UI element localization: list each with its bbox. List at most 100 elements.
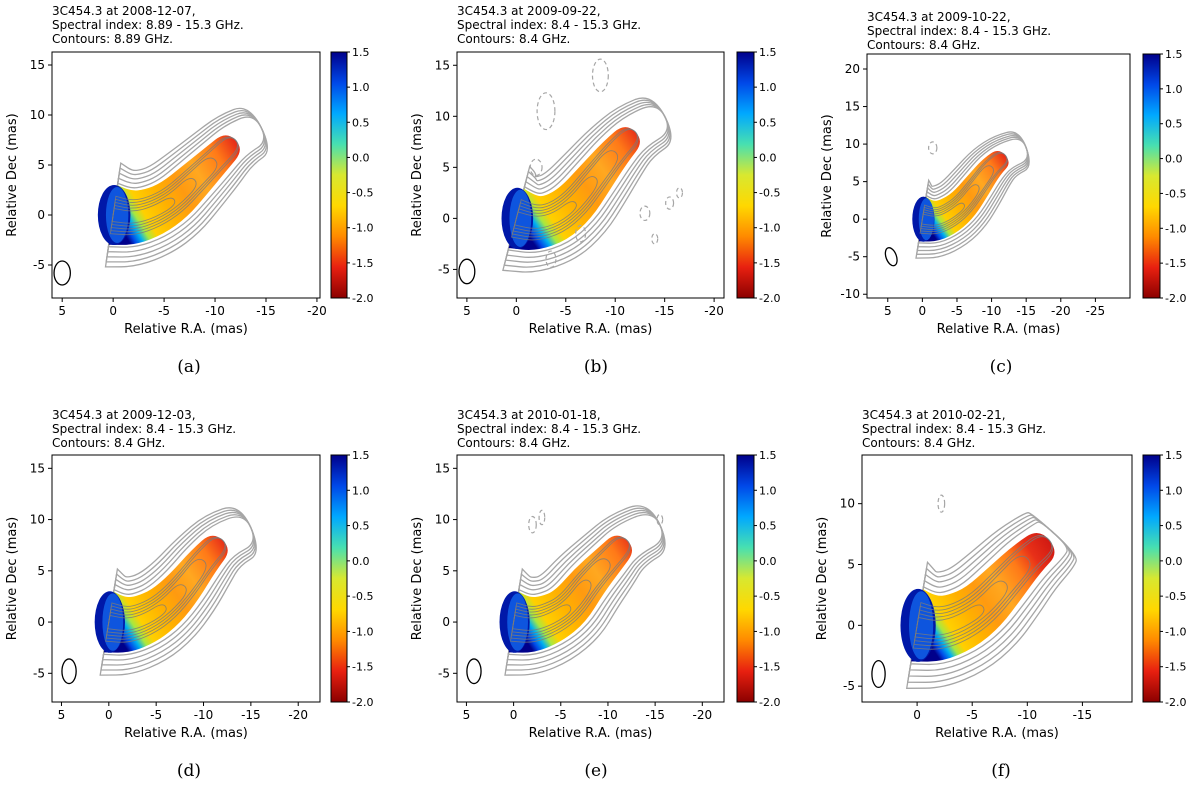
colorbar-tick-label: 0.0 [1165, 153, 1183, 166]
colorbar [1142, 454, 1161, 703]
colorbar [330, 454, 348, 703]
y-axis-label: Relative Dec (mas) [815, 517, 830, 640]
x-axis-label: Relative R.A. (mas) [529, 322, 653, 337]
chart-panel-5: 3C454.3 at 2010-01-18,Spectral index: 8.… [410, 408, 780, 781]
chart-title-line: Spectral index: 8.4 - 15.3 GHz. [867, 24, 1051, 38]
intensity-contour [909, 521, 1068, 666]
core-gradient [509, 189, 532, 247]
panel-label: (e) [584, 761, 607, 781]
colorbar-tick-label: -0.5 [352, 590, 373, 603]
y-tick-label: 5 [37, 158, 45, 172]
x-tick-label: 0 [513, 304, 521, 318]
inner-contour [105, 537, 226, 640]
y-tick-label: 10 [30, 513, 45, 527]
colorbar-tick-label: -2.0 [759, 292, 780, 305]
y-tick-label: 10 [30, 108, 45, 122]
x-tick-label: 5 [58, 708, 66, 722]
chart-title-line: 3C454.3 at 2010-02-21, [862, 408, 1006, 422]
y-tick-label: 15 [30, 58, 45, 72]
inner-contour [509, 536, 631, 643]
intensity-contour [102, 516, 254, 656]
negative-contour [937, 494, 946, 513]
inner-contour [106, 584, 187, 634]
colorbar-tick-label: -1.0 [759, 222, 780, 235]
inner-contour [510, 128, 639, 241]
x-tick-label: -15 [645, 708, 665, 722]
inner-contour [513, 176, 598, 232]
y-tick-label: 10 [845, 137, 860, 151]
inner-contour [920, 184, 980, 228]
chart-title-line: 3C454.3 at 2009-10-22, [867, 10, 1011, 24]
spectral-index-map [918, 151, 1009, 242]
spectral-index-map [911, 533, 1055, 662]
chart-title-line: Spectral index: 8.4 - 15.3 GHz. [52, 422, 236, 436]
colorbar-tick-label: 1.0 [1165, 484, 1183, 497]
colorbar-tick-label: 0.5 [759, 116, 777, 129]
inner-contour [913, 536, 1053, 647]
inner-contour [915, 604, 985, 636]
y-tick-label: -5 [438, 666, 450, 680]
colorbar-tick-label: 1.5 [352, 449, 370, 462]
spectral-index-map [103, 535, 228, 653]
intensity-contour [505, 507, 665, 671]
colorbar-tick-label: 0.0 [352, 151, 370, 164]
chart-title-line: Spectral index: 8.89 - 15.3 GHz. [52, 18, 244, 32]
colorbar-tick-label: -2.0 [759, 696, 780, 709]
x-tick-label: -5 [560, 304, 572, 318]
x-tick-label: -10 [982, 304, 1002, 318]
x-axis-label: Relative R.A. (mas) [935, 726, 1059, 741]
inner-contour [107, 604, 167, 631]
inner-contour [920, 165, 994, 230]
x-tick-label: 5 [463, 304, 471, 318]
colorbar [736, 454, 755, 703]
intensity-contour [507, 514, 663, 656]
colorbar-tick-label: -1.0 [352, 625, 373, 638]
colorbar-tick-label: 1.5 [759, 46, 777, 59]
colorbar-tick-label: -1.5 [1165, 661, 1186, 674]
colorbar-tick-label: -1.5 [759, 257, 780, 270]
negative-contour [639, 205, 651, 222]
colorbar-tick-label: 0.5 [352, 520, 370, 533]
panel-label: (a) [177, 357, 200, 377]
panel-label: (c) [990, 357, 1013, 377]
colorbar-tick-label: 1.5 [352, 46, 370, 59]
negative-contour [651, 233, 659, 245]
chart-panel-4: 3C454.3 at 2009-12-03,Spectral index: 8.… [5, 408, 373, 781]
colorbar [1142, 53, 1161, 299]
x-tick-label: -15 [1073, 708, 1093, 722]
plot-frame [456, 51, 725, 299]
intensity-contour [101, 511, 256, 666]
x-tick-label: -10 [605, 304, 625, 318]
beam-ellipse [884, 247, 898, 267]
y-tick-label: 5 [442, 564, 450, 578]
colorbar-tick-label: 0.0 [1165, 555, 1183, 568]
colorbar-tick-label: -1.5 [1165, 257, 1186, 270]
intensity-contour [106, 114, 266, 253]
y-tick-label: -5 [33, 666, 45, 680]
x-tick-label: -15 [256, 304, 276, 318]
chart-title-line: 3C454.3 at 2009-12-03, [52, 408, 196, 422]
negative-contour [529, 158, 543, 177]
chart-title-line: Contours: 8.4 GHz. [862, 436, 975, 450]
negative-contour [545, 250, 557, 268]
negative-contour [656, 513, 664, 526]
colorbar-tick-label: 0.5 [352, 116, 370, 129]
colorbar [736, 51, 755, 299]
x-tick-label: -20 [307, 304, 327, 318]
colorbar-tick-label: 1.0 [759, 484, 777, 497]
y-tick-label: 5 [847, 558, 855, 572]
x-tick-label: -20 [692, 708, 712, 722]
x-tick-label: -15 [655, 304, 675, 318]
x-tick-label: -5 [966, 708, 978, 722]
inner-contour [510, 537, 630, 640]
colorbar-tick-label: 0.0 [759, 151, 777, 164]
inner-contour [111, 178, 197, 227]
intensity-contour [504, 101, 670, 263]
colorbar-tick-label: -1.0 [1165, 625, 1186, 638]
colorbar-tick-label: 0.0 [759, 555, 777, 568]
y-tick-label: -5 [438, 262, 450, 276]
y-tick-label: 10 [435, 109, 450, 123]
colorbar-tick-label: -1.0 [759, 625, 780, 638]
x-tick-label: -5 [951, 304, 963, 318]
